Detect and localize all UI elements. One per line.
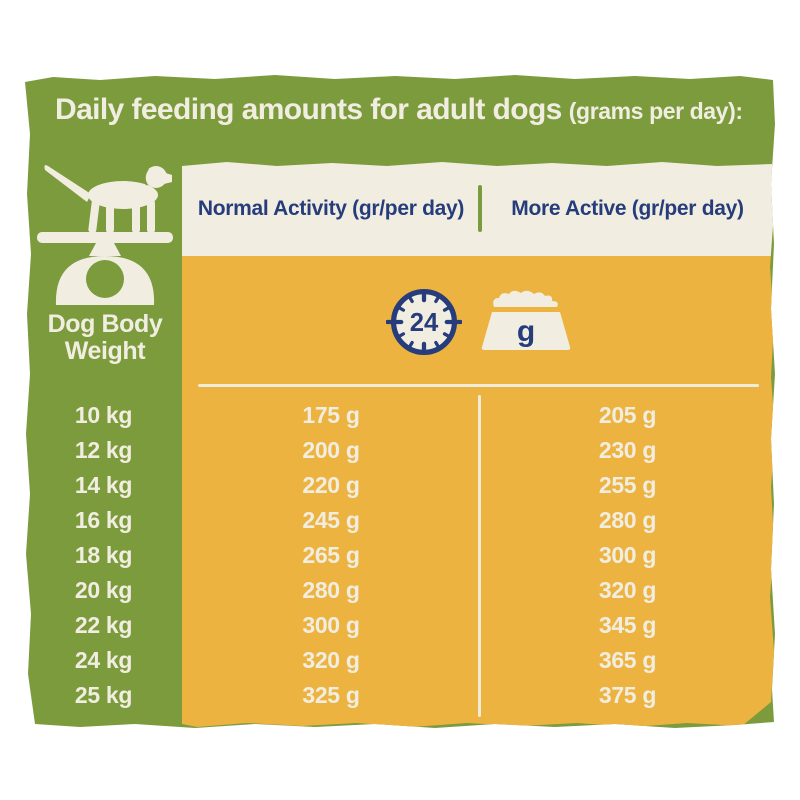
row-active-value: 280 g — [598, 507, 657, 533]
row-weight-label: 20 kg — [74, 577, 133, 603]
row-active-value: 375 g — [598, 682, 657, 708]
table-row: 10 kg 175 g 205 g — [25, 398, 775, 433]
table-top-separator — [198, 384, 759, 387]
page-title: Daily feeding amounts for adult dogs (gra… — [55, 90, 775, 135]
table-column-divider — [478, 395, 481, 717]
row-normal-value: 200 g — [302, 437, 360, 463]
row-normal-value: 175 g — [302, 402, 360, 428]
row-active-value: 300 g — [598, 542, 657, 568]
header-divider — [478, 185, 482, 232]
row-active-value: 205 g — [598, 402, 657, 428]
row-normal-value: 280 g — [302, 577, 360, 603]
row-weight-label: 14 kg — [74, 472, 133, 498]
table-row: 16 kg 245 g 280 g — [25, 503, 775, 538]
table-row: 18 kg 265 g 300 g — [25, 538, 775, 573]
table-row: 14 kg 220 g 255 g — [25, 468, 775, 503]
bowl-grams-unit: g — [516, 315, 534, 348]
row-weight-label: 18 kg — [74, 542, 133, 568]
row-active-value: 255 g — [598, 472, 657, 498]
row-active-value: 230 g — [598, 437, 657, 463]
row-normal-value: 325 g — [302, 682, 360, 708]
dog-body-weight-line2: Weight — [64, 337, 146, 365]
table-body-area: 24 g — [182, 256, 775, 727]
page-title-main: Daily feeding amounts for adult dogs — [55, 93, 562, 126]
row-normal-value: 320 g — [302, 647, 360, 673]
table-row: 24 kg 320 g 365 g — [25, 643, 775, 678]
clock-hours-value: 24 — [409, 309, 438, 337]
row-weight-label: 10 kg — [74, 402, 133, 428]
row-weight-label: 16 kg — [74, 507, 133, 533]
dog-icon — [44, 165, 172, 233]
scale-dial — [86, 260, 124, 298]
column-header-band: Normal Activity (gr/per day) More Active… — [182, 162, 775, 256]
food-bowl-icon: g — [481, 290, 570, 350]
row-active-value: 365 g — [598, 647, 657, 673]
row-weight-label: 22 kg — [74, 612, 133, 638]
row-normal-value: 300 g — [302, 612, 360, 638]
row-weight-label: 12 kg — [74, 437, 133, 463]
row-weight-label: 25 kg — [74, 682, 133, 708]
column-header-normal-activity: Normal Activity (gr/per day) — [197, 197, 465, 220]
daily-serving-icons: 24 g — [182, 284, 775, 360]
page-title-suffix: (grams per day): — [568, 98, 743, 124]
row-active-value: 345 g — [598, 612, 657, 638]
dog-body-weight-line1: Dog Body — [47, 310, 163, 338]
table-content: Normal Activity (gr/per day) More Active… — [182, 162, 775, 727]
dog-ear-line — [143, 168, 149, 186]
row-normal-value: 265 g — [302, 542, 360, 568]
feeding-guide-panel: Daily feeding amounts for adult dogs (gra… — [25, 75, 775, 728]
dog-on-scale-icon — [37, 165, 173, 305]
dog-body-weight-label: Dog Body Weight — [25, 311, 185, 365]
feeding-rows: 10 kg 175 g 205 g 12 kg 200 g 230 g 14 kg 220 g… — [25, 398, 775, 713]
row-normal-value: 220 g — [302, 472, 360, 498]
column-header-more-active: More Active (gr/per day) — [511, 197, 744, 220]
row-active-value: 320 g — [598, 577, 657, 603]
table-row: 25 kg 325 g 375 g — [25, 678, 775, 713]
row-weight-label: 24 kg — [74, 647, 133, 673]
table-row: 22 kg 300 g 345 g — [25, 608, 775, 643]
row-normal-value: 245 g — [302, 507, 360, 533]
table-row: 20 kg 280 g 320 g — [25, 573, 775, 608]
clock-24h-icon: 24 — [385, 288, 462, 356]
table-row: 12 kg 200 g 230 g — [25, 433, 775, 468]
